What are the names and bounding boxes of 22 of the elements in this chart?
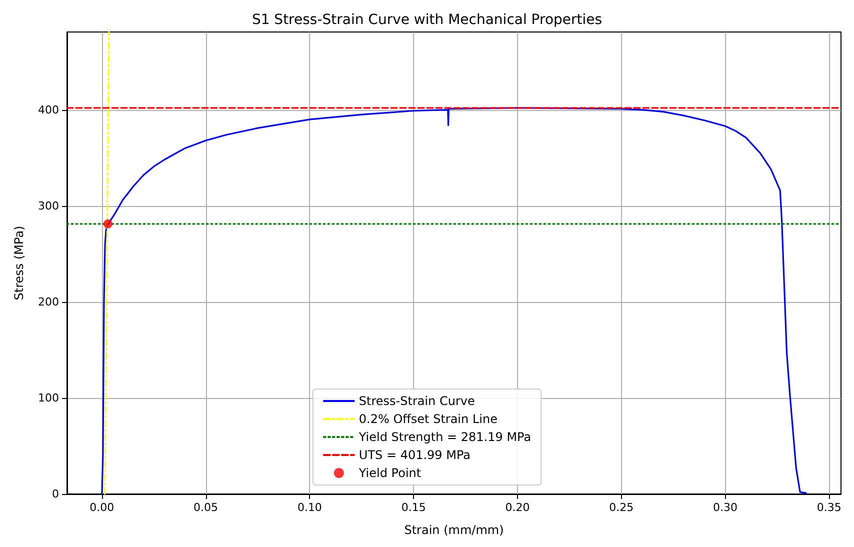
y-tick-label: 300 — [38, 199, 59, 212]
legend-label: Yield Strength = 281.19 MPa — [358, 430, 532, 444]
x-tick-label: 0.20 — [505, 501, 530, 514]
legend-label: Stress-Strain Curve — [358, 394, 475, 408]
x-tick-label: 0.00 — [90, 501, 114, 514]
x-tick-label: 0.05 — [194, 501, 218, 514]
x-tick-label: 0.30 — [713, 501, 738, 514]
chart-title: S1 Stress-Strain Curve with Mechanical Properties — [252, 12, 602, 28]
x-tick-label: 0.35 — [816, 501, 842, 514]
line-series — [101, 107, 807, 495]
y-tick-label: 200 — [38, 295, 59, 308]
legend-label: 0.2% Offset Strain Line — [358, 412, 498, 426]
x-tick-label: 0.10 — [297, 501, 322, 514]
x-tick-label: 0.25 — [609, 501, 634, 514]
y-tick-label: 400 — [38, 103, 59, 116]
y-tick-label: 0 — [52, 488, 59, 500]
legend-label: UTS = 401.99 MPa — [358, 448, 471, 462]
x-axis-title: Strain (mm/mm) — [404, 523, 504, 537]
legend-label: Yield Point — [358, 466, 422, 480]
y-axis-title: Stress (MPa) — [12, 226, 26, 300]
x-tick-label: 0.15 — [401, 501, 426, 514]
y-tick-label: 100 — [38, 391, 59, 404]
